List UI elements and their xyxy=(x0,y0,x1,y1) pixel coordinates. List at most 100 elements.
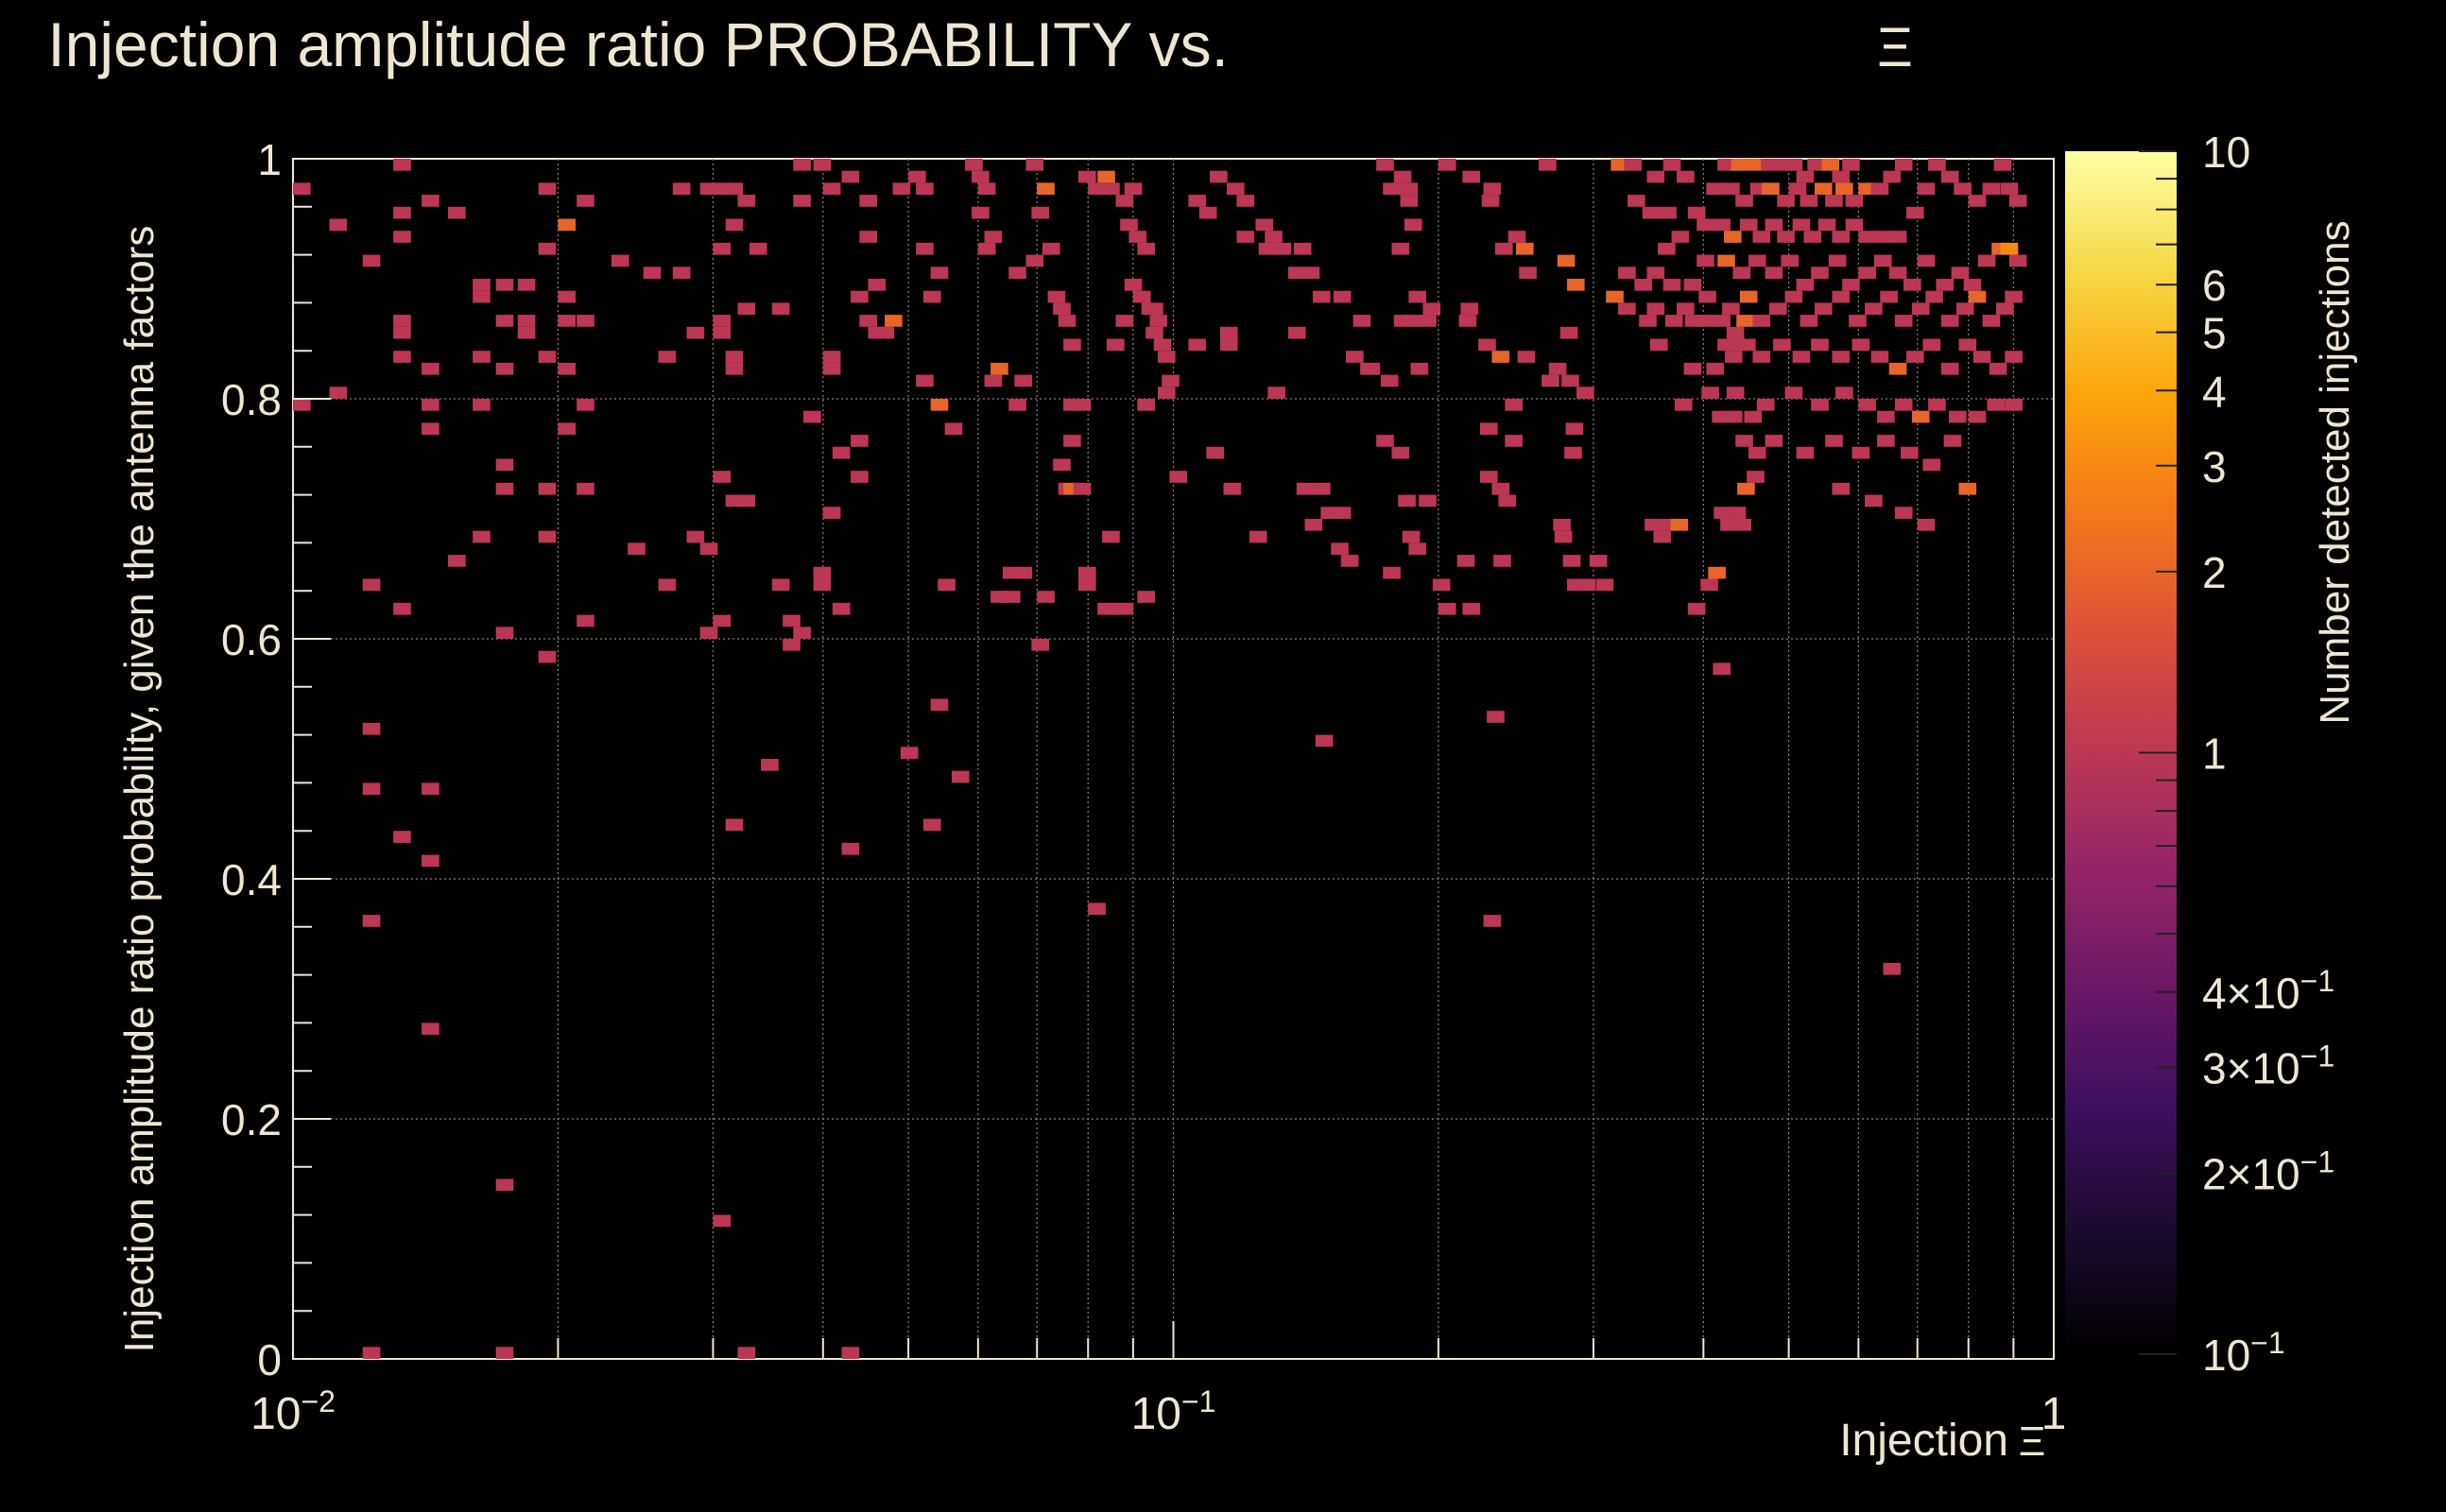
heatmap-cell xyxy=(793,627,811,639)
x-tick-label: 10−2 xyxy=(250,1384,336,1439)
heatmap-cell xyxy=(658,351,677,363)
heatmap-cell xyxy=(558,218,577,232)
heatmap-cell xyxy=(1313,290,1331,303)
heatmap-cell xyxy=(859,315,878,327)
heatmap-cell xyxy=(1940,170,1959,183)
colorbar-tick-label: 1 xyxy=(2202,730,2227,779)
heatmap-cell xyxy=(1063,435,1081,447)
heatmap-cell xyxy=(1873,231,1892,243)
heatmap-cell xyxy=(1894,507,1913,519)
heatmap-cell xyxy=(1674,399,1693,411)
heatmap-cell xyxy=(972,170,990,183)
heatmap-cell xyxy=(1618,266,1636,279)
heatmap-cell xyxy=(1077,578,1096,592)
heatmap-cell xyxy=(1265,231,1283,243)
heatmap-cell xyxy=(1828,254,1847,267)
heatmap-cell xyxy=(1002,591,1021,603)
heatmap-cell xyxy=(922,290,941,303)
heatmap-cell xyxy=(362,722,381,735)
heatmap-cell xyxy=(538,482,557,495)
heatmap-cell xyxy=(1968,195,1987,207)
heatmap-cell xyxy=(1701,387,1719,399)
heatmap-cell xyxy=(2008,254,2027,267)
heatmap-cell xyxy=(1562,555,1581,567)
heatmap-cell xyxy=(1687,602,1706,615)
heatmap-cell xyxy=(1376,159,1394,171)
heatmap-cell xyxy=(1670,519,1689,531)
x-tick-label: 1 xyxy=(2041,1389,2067,1439)
heatmap-cell xyxy=(1877,410,1895,423)
heatmap-cell xyxy=(1717,159,1735,171)
heatmap-cell xyxy=(1664,315,1683,327)
heatmap-cell xyxy=(1153,338,1172,352)
heatmap-cell xyxy=(737,1347,756,1359)
heatmap-cell xyxy=(1162,374,1180,387)
heatmap-cell xyxy=(1958,482,1977,495)
heatmap-cell xyxy=(1223,482,1242,495)
heatmap-cell xyxy=(473,351,491,363)
heatmap-cell xyxy=(783,614,801,627)
heatmap-cell xyxy=(916,242,934,255)
heatmap-cell xyxy=(1713,662,1731,676)
heatmap-cell xyxy=(1752,315,1771,327)
heatmap-cell xyxy=(393,326,411,339)
heatmap-cell xyxy=(1748,446,1766,459)
heatmap-cell xyxy=(1589,555,1608,567)
heatmap-cell xyxy=(1870,351,1889,363)
heatmap-cell xyxy=(1697,218,1714,232)
heatmap-cell xyxy=(1398,494,1416,507)
heatmap-cell xyxy=(749,242,767,255)
heatmap-cell xyxy=(922,818,941,832)
heatmap-cell xyxy=(803,410,821,423)
heatmap-cell xyxy=(832,446,851,459)
heatmap-cell xyxy=(1835,387,1853,399)
heatmap-cell xyxy=(1553,519,1571,531)
heatmap-cell xyxy=(951,770,970,783)
heatmap-cell xyxy=(1014,374,1033,387)
y-tick-label: 1 xyxy=(257,135,282,184)
heatmap-cell xyxy=(1900,446,1919,459)
heatmap-cell xyxy=(1559,326,1578,339)
heatmap-cell xyxy=(725,182,744,196)
heatmap-cell xyxy=(1483,915,1502,927)
heatmap-cell xyxy=(1606,290,1624,303)
heatmap-cell xyxy=(737,302,756,316)
heatmap-cell xyxy=(1376,435,1394,447)
heatmap-cell xyxy=(422,399,439,411)
heatmap-cell xyxy=(1008,266,1026,279)
heatmap-cell xyxy=(1922,338,1941,352)
heatmap-cell xyxy=(2005,351,2023,363)
heatmap-cell xyxy=(1169,471,1188,483)
heatmap-cell xyxy=(643,266,662,279)
heatmap-cell xyxy=(1124,279,1143,291)
heatmap-cell xyxy=(1128,231,1146,243)
colorbar-label: Number detected injections xyxy=(2312,220,2358,724)
heatmap-cell xyxy=(1735,195,1753,207)
heatmap-cell xyxy=(495,279,514,291)
heatmap-cell xyxy=(1877,435,1895,447)
heatmap-cell xyxy=(1404,218,1422,232)
heatmap-cell xyxy=(1825,195,1843,207)
heatmap-cell xyxy=(1697,254,1714,267)
heatmap-cell xyxy=(1683,279,1702,291)
heatmap-cell xyxy=(1645,519,1662,531)
heatmap-cell xyxy=(1481,195,1500,207)
heatmap-cell xyxy=(1624,159,1642,171)
heatmap-cell xyxy=(1333,290,1352,303)
colorbar-tick-label: 6 xyxy=(2202,261,2227,310)
heatmap-cell xyxy=(1796,446,1815,459)
heatmap-cell xyxy=(813,159,832,171)
colorbar-tick-label: 3×10−1 xyxy=(2202,1039,2334,1092)
heatmap-cell xyxy=(1077,566,1096,579)
heatmap-cell xyxy=(538,650,557,663)
heatmap-cell xyxy=(1565,422,1584,436)
heatmap-cell xyxy=(1796,170,1815,183)
heatmap-cell xyxy=(1479,422,1498,436)
heatmap-cell xyxy=(851,471,869,483)
colorbar-tick-label: 5 xyxy=(2202,309,2227,358)
heatmap-cell xyxy=(1724,351,1743,363)
heatmap-cell xyxy=(1832,351,1851,363)
heatmap-cell xyxy=(1554,530,1573,543)
heatmap-cell xyxy=(1800,195,1818,207)
heatmap-cell xyxy=(1304,519,1323,531)
